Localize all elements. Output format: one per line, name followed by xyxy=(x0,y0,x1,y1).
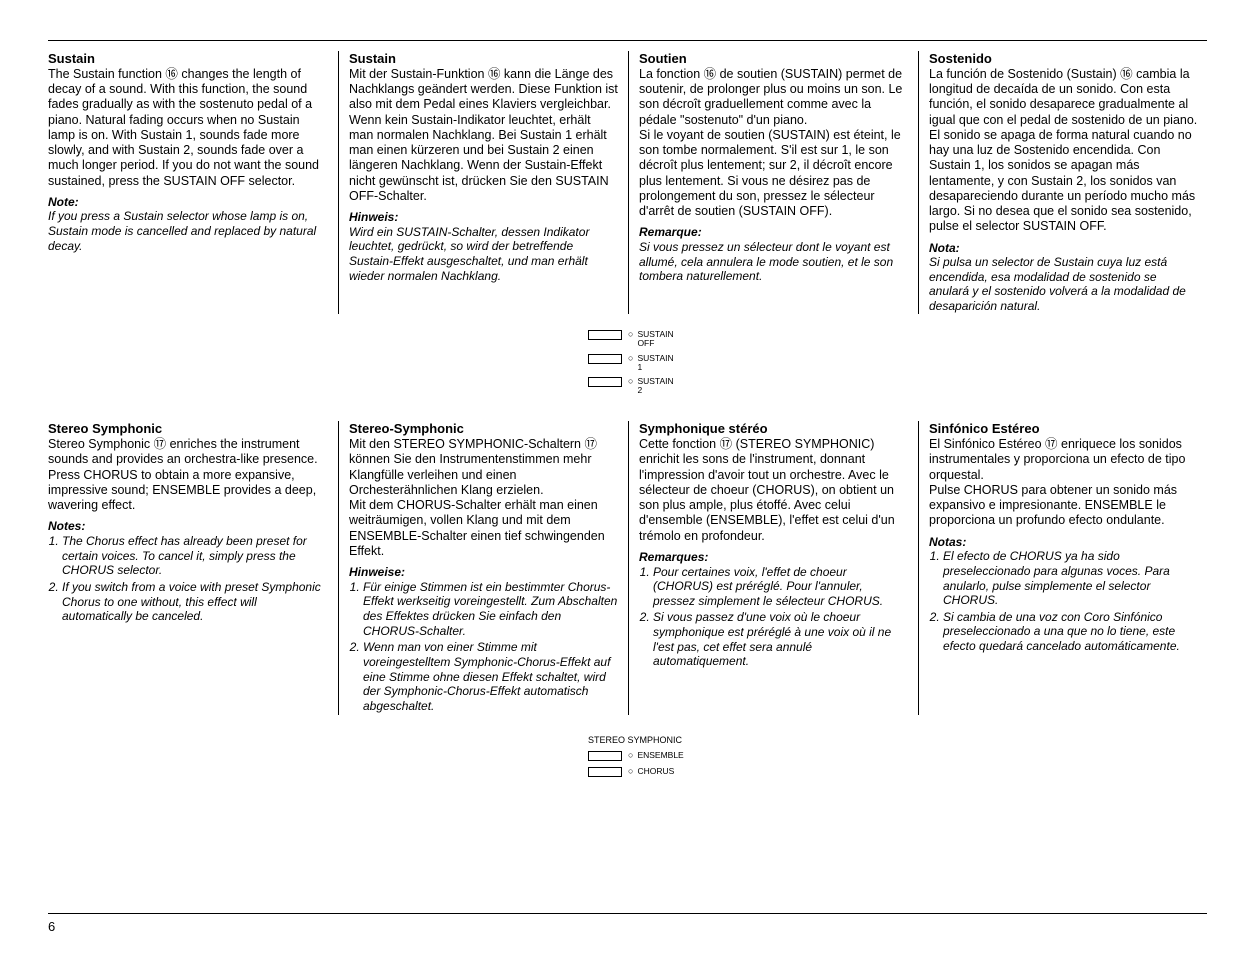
symphonic-note-label-en: Notes: xyxy=(48,519,328,534)
symphonic-body-en: Stereo Symphonic ⑰ enriches the instrume… xyxy=(48,437,328,513)
sustain-button-1-label: SUSTAIN 1 xyxy=(637,354,673,372)
symphonic-section: Stereo Symphonic Stereo Symphonic ⑰ enri… xyxy=(48,411,1207,715)
list-item: Wenn man von einer Stimme mit voreingest… xyxy=(363,640,618,713)
list-item: Si vous passez d'une voix où le choeur s… xyxy=(653,610,908,669)
sustain-body-en: The Sustain function ⑯ changes the lengt… xyxy=(48,67,328,189)
sustain-col-de: Sustain Mit der Sustain-Funktion ⑯ kann … xyxy=(338,51,618,314)
sustain-note-fr: Si vous pressez un sélecteur dont le voy… xyxy=(639,240,908,284)
sustain-note-de: Wird ein SUSTAIN-Schalter, dessen Indika… xyxy=(349,225,618,284)
sustain-button-2: ○ SUSTAIN 2 xyxy=(588,377,1207,395)
footer-rule xyxy=(48,913,1207,914)
symphonic-button-ensemble: ○ ENSEMBLE xyxy=(588,751,1207,761)
sustain-note-label-de: Hinweis: xyxy=(349,210,618,225)
symphonic-notes-es: El efecto de CHORUS ya ha sido preselecc… xyxy=(929,549,1198,653)
symphonic-title-fr: Symphonique stéréo xyxy=(639,421,908,437)
symphonic-notes-en: The Chorus effect has already been prese… xyxy=(48,534,328,624)
symphonic-notes-de: Für einige Stimmen ist ein bestimmter Ch… xyxy=(349,580,618,714)
sustain-button-2-label: SUSTAIN 2 xyxy=(637,377,673,395)
sustain-title-de: Sustain xyxy=(349,51,618,67)
sustain-section: Sustain The Sustain function ⑯ changes t… xyxy=(48,40,1207,314)
symphonic-button-chorus-label: CHORUS xyxy=(637,767,674,776)
symphonic-note-label-es: Notas: xyxy=(929,535,1198,550)
symphonic-button-ensemble-label: ENSEMBLE xyxy=(637,751,683,760)
symphonic-col-de: Stereo-Symphonic Mit den STEREO SYMPHONI… xyxy=(338,421,618,715)
sustain-button-panel: ○ SUSTAIN OFF ○ SUSTAIN 1 ○ SUSTAIN 2 xyxy=(588,330,1207,396)
sustain-note-es: Si pulsa un selector de Sustain cuya luz… xyxy=(929,255,1198,314)
symphonic-title-de: Stereo-Symphonic xyxy=(349,421,618,437)
sustain-button-1: ○ SUSTAIN 1 xyxy=(588,354,1207,372)
sustain-body-de: Mit der Sustain-Funktion ⑯ kann die Läng… xyxy=(349,67,618,204)
list-item: Pour certaines voix, l'effet de choeur (… xyxy=(653,565,908,609)
button-icon xyxy=(588,751,622,761)
button-icon xyxy=(588,330,622,340)
sustain-note-en: If you press a Sustain selector whose la… xyxy=(48,209,328,253)
sustain-col-fr: Soutien La fonction ⑯ de soutien (SUSTAI… xyxy=(628,51,908,314)
symphonic-title-es: Sinfónico Estéreo xyxy=(929,421,1198,437)
button-icon xyxy=(588,377,622,387)
sustain-body-fr: La fonction ⑯ de soutien (SUSTAIN) perme… xyxy=(639,67,908,220)
symphonic-button-panel: ○ ENSEMBLE ○ CHORUS xyxy=(588,751,1207,777)
led-icon: ○ xyxy=(628,330,633,339)
symphonic-col-en: Stereo Symphonic Stereo Symphonic ⑰ enri… xyxy=(48,421,328,715)
symphonic-body-es: El Sinfónico Estéreo ⑰ enriquece los son… xyxy=(929,437,1198,529)
button-icon xyxy=(588,767,622,777)
led-icon: ○ xyxy=(628,354,633,363)
symphonic-body-de: Mit den STEREO SYMPHONIC-Schaltern ⑰ kön… xyxy=(349,437,618,559)
symphonic-panel-header: STEREO SYMPHONIC xyxy=(588,735,1207,745)
sustain-title-en: Sustain xyxy=(48,51,328,67)
list-item: If you switch from a voice with preset S… xyxy=(62,580,328,624)
sustain-note-label-es: Nota: xyxy=(929,241,1198,256)
sustain-button-off: ○ SUSTAIN OFF xyxy=(588,330,1207,348)
symphonic-button-chorus: ○ CHORUS xyxy=(588,767,1207,777)
button-icon xyxy=(588,354,622,364)
symphonic-note-label-fr: Remarques: xyxy=(639,550,908,565)
list-item: Si cambia de una voz con Coro Sinfónico … xyxy=(943,610,1198,654)
list-item: El efecto de CHORUS ya ha sido preselecc… xyxy=(943,549,1198,608)
symphonic-notes-fr: Pour certaines voix, l'effet de choeur (… xyxy=(639,565,908,669)
page-number: 6 xyxy=(48,919,55,934)
sustain-note-label-fr: Remarque: xyxy=(639,225,908,240)
symphonic-col-fr: Symphonique stéréo Cette fonction ⑰ (STE… xyxy=(628,421,908,715)
list-item: The Chorus effect has already been prese… xyxy=(62,534,328,578)
sustain-col-es: Sostenido La función de Sostenido (Susta… xyxy=(918,51,1198,314)
led-icon: ○ xyxy=(628,751,633,760)
symphonic-col-es: Sinfónico Estéreo El Sinfónico Estéreo ⑰… xyxy=(918,421,1198,715)
led-icon: ○ xyxy=(628,377,633,386)
sustain-title-es: Sostenido xyxy=(929,51,1198,67)
list-item: Für einige Stimmen ist ein bestimmter Ch… xyxy=(363,580,618,639)
sustain-body-es: La función de Sostenido (Sustain) ⑯ camb… xyxy=(929,67,1198,235)
symphonic-body-fr: Cette fonction ⑰ (STEREO SYMPHONIC) enri… xyxy=(639,437,908,544)
sustain-button-off-label: SUSTAIN OFF xyxy=(637,330,673,348)
sustain-col-en: Sustain The Sustain function ⑯ changes t… xyxy=(48,51,328,314)
symphonic-note-label-de: Hinweise: xyxy=(349,565,618,580)
led-icon: ○ xyxy=(628,767,633,776)
sustain-note-label-en: Note: xyxy=(48,195,328,210)
symphonic-title-en: Stereo Symphonic xyxy=(48,421,328,437)
sustain-title-fr: Soutien xyxy=(639,51,908,67)
